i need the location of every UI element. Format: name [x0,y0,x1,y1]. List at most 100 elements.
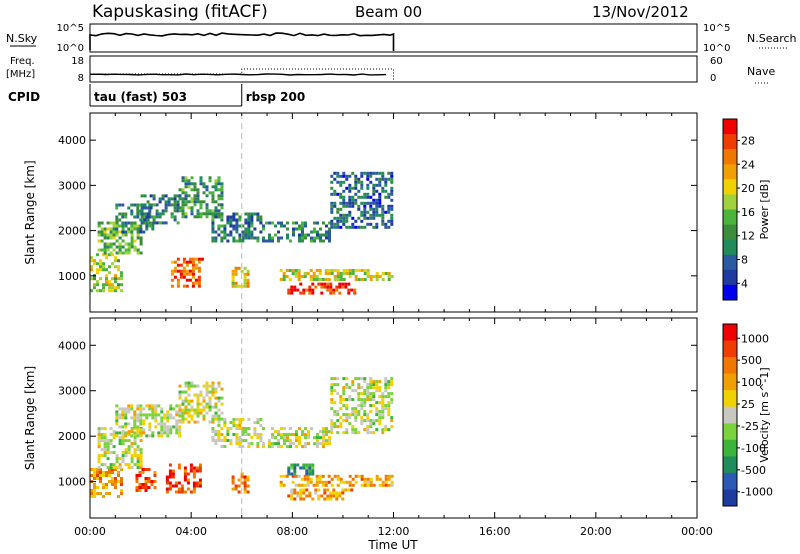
data-cell [354,480,358,484]
data-cell [342,413,346,417]
data-cell [90,259,93,263]
data-cell [387,428,391,432]
data-cell [390,480,394,484]
data-cell [190,197,194,201]
data-cell [366,480,370,484]
data-cell [256,236,260,240]
data-cell [253,421,257,424]
data-cell [130,230,134,234]
data-cell [166,410,170,414]
data-cell [363,204,367,208]
data-cell [90,492,93,495]
data-cell [241,427,245,430]
data-cell [118,431,122,435]
data-cell [181,417,185,421]
data-cell [387,483,391,487]
data-cell [289,439,292,443]
data-cell [246,284,250,288]
data-cell [384,189,388,193]
data-cell [274,430,277,434]
data-cell [339,195,343,199]
data-cell [142,407,146,411]
data-cell [108,474,111,477]
data-cell [285,474,289,478]
data-cell [102,495,105,498]
data-cell [118,248,122,252]
data-cell [196,209,200,213]
data-cell [326,288,330,292]
data-cell [250,236,254,240]
data-cell [327,278,331,281]
data-cell [375,213,379,217]
data-cell [328,430,331,434]
data-cell [157,431,161,435]
data-cell [118,466,122,470]
data-cell [329,282,333,286]
data-cell [193,200,197,204]
data-cell [360,195,364,199]
data-cell [189,469,193,473]
data-cell [171,475,175,479]
data-cell [118,203,122,207]
data-cell [136,407,140,411]
data-cell [247,215,251,219]
data-cell [232,224,236,228]
data-cell [136,413,140,417]
data-cell [184,408,188,412]
data-cell [96,268,99,272]
data-cell [145,404,149,408]
data-cell [301,224,304,228]
data-cell [100,427,104,431]
data-cell [290,497,294,501]
data-cell [165,475,169,479]
data-cell [148,434,152,438]
data-cell [211,381,215,385]
data-cell [124,221,128,225]
data-cell [115,457,119,461]
data-cell [194,266,198,270]
data-cell [226,221,230,225]
time-axis: 00:00 04:00 08:00 12:00 16:00 20:00 00:00 [74,525,713,538]
data-cell [118,442,122,446]
data-cell [103,427,107,431]
data-cell [198,466,202,470]
data-cell [342,201,346,205]
data-cell [390,171,394,175]
data-cell [308,491,312,495]
data-cell [256,418,260,421]
data-cell [121,439,125,443]
data-cell [214,185,218,189]
data-cell [187,200,191,204]
data-cell [348,213,352,217]
data-cell [139,451,143,455]
data-cell [211,239,215,243]
data-cell [139,419,143,423]
data-cell [375,428,379,432]
data-cell [312,483,316,487]
colorbar-segment [723,239,737,256]
data-cell [198,481,202,485]
data-cell [99,268,102,272]
data-cell [163,425,167,429]
data-cell [333,216,337,220]
data-cell [130,227,134,231]
data-cell [297,269,301,272]
data-cell [139,218,143,222]
data-cell [333,275,337,278]
data-cell [176,269,180,273]
data-cell [387,219,391,223]
data-cell [286,221,289,225]
data-cell [375,380,379,384]
data-cell [348,480,352,484]
data-cell [100,439,104,443]
data-cell [191,284,195,288]
data-cell [105,474,108,477]
data-cell [305,472,309,476]
data-cell [297,483,301,487]
data-cell [205,215,209,219]
data-cell [130,242,134,246]
data-cell [181,203,185,207]
data-cell [351,204,355,208]
data-cell [243,484,247,488]
